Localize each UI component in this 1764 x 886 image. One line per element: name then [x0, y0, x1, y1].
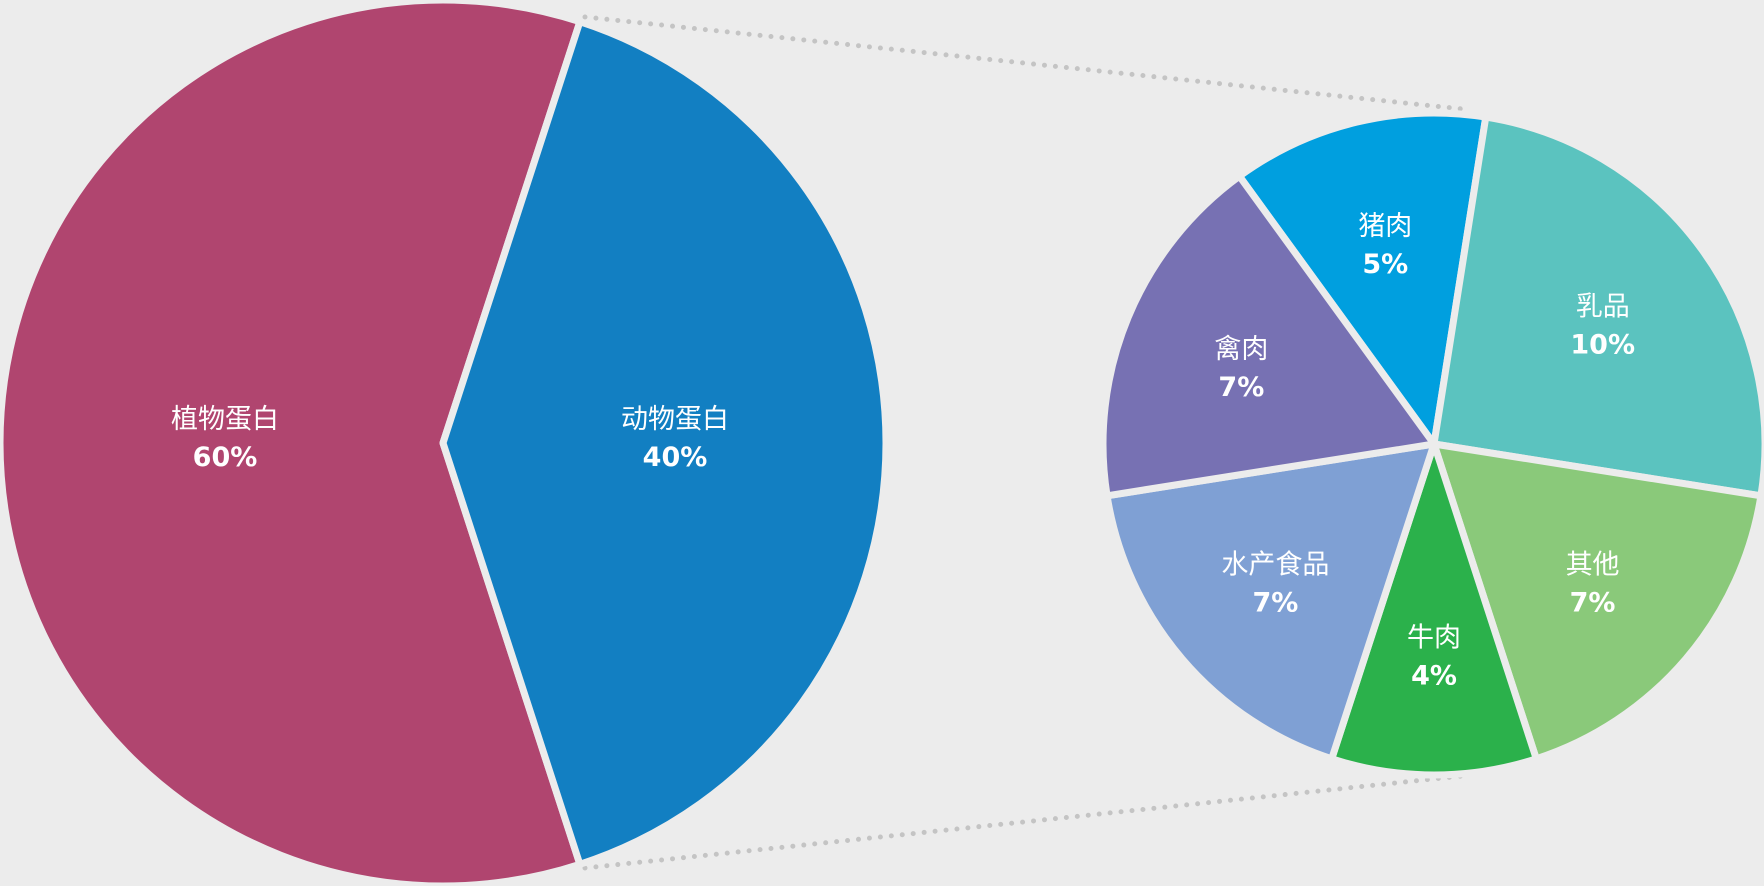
slice-label: 禽肉	[1214, 334, 1268, 365]
slice-label: 水产食品	[1221, 549, 1329, 580]
pie-slice	[1103, 440, 1438, 763]
slice-value-label: 4%	[1411, 661, 1457, 692]
slice-label: 牛肉	[1407, 623, 1461, 654]
connector-lines	[582, 14, 1465, 871]
pie-slice	[0, 0, 584, 886]
slice-value-label: 7%	[1253, 587, 1299, 618]
slice-value-label: 10%	[1570, 329, 1635, 360]
slice-value-label: 7%	[1570, 587, 1616, 618]
slice-label: 其他	[1566, 549, 1620, 580]
pie-slice	[439, 18, 890, 868]
pie-slice	[1430, 440, 1764, 763]
connector-line	[582, 773, 1465, 871]
slice-value-label: 60%	[193, 442, 258, 473]
pie-slice	[1235, 109, 1490, 448]
slice-value-label: 7%	[1218, 372, 1264, 403]
slice-label: 猪肉	[1358, 211, 1412, 242]
pie-slice	[1099, 172, 1438, 500]
secondary-pie: 猪肉 5% 乳品 10% 其他 7% 牛肉 4% 水产食品 7% 禽肉 7%	[1099, 109, 1764, 779]
slice-value-label: 40%	[643, 442, 708, 473]
slice-label: 植物蛋白	[171, 404, 279, 435]
pie-slice	[1430, 113, 1764, 500]
connector-line	[582, 14, 1465, 112]
slice-value-label: 5%	[1362, 249, 1408, 280]
pie-slice	[1328, 440, 1540, 779]
slice-label: 乳品	[1576, 291, 1630, 322]
slice-label: 动物蛋白	[621, 404, 729, 435]
main-pie: 植物蛋白 60% 动物蛋白 40%	[0, 0, 890, 886]
